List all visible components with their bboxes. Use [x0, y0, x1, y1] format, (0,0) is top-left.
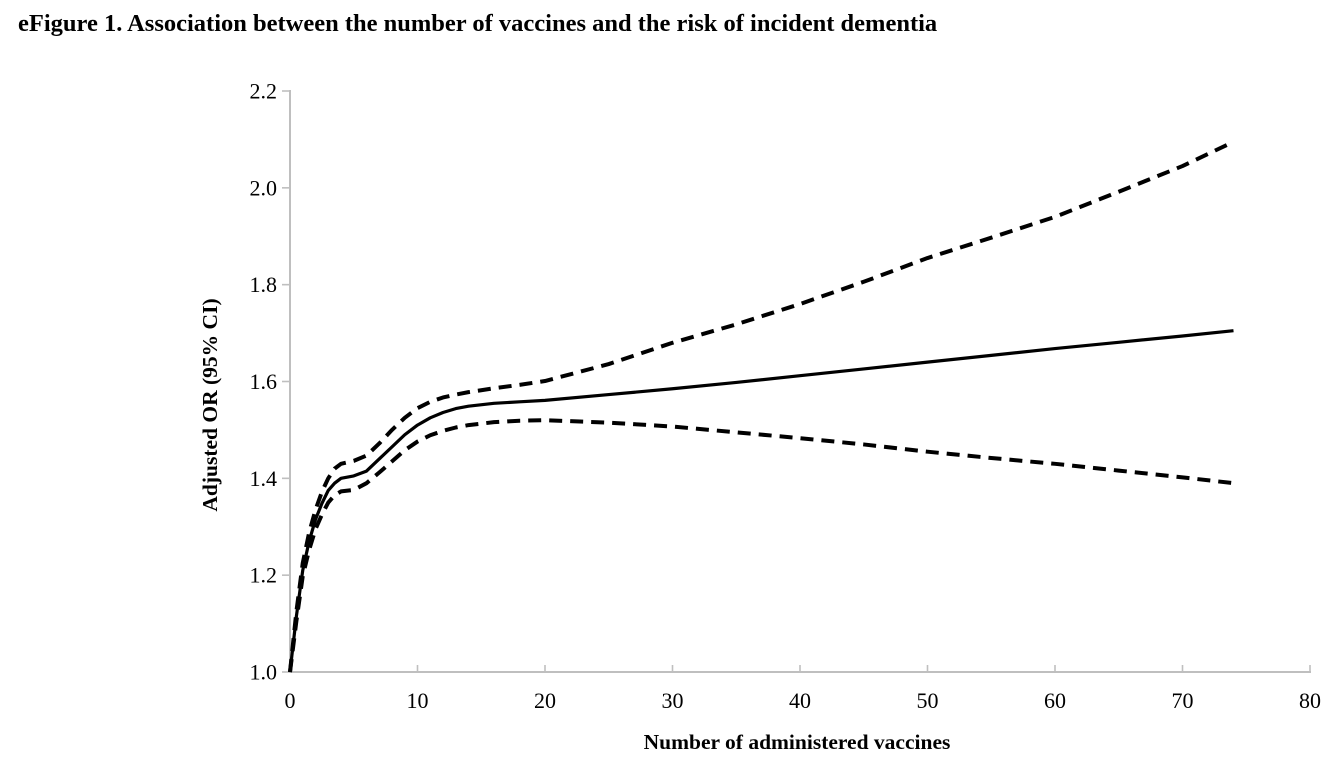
x-tick-label: 0: [285, 688, 296, 713]
y-tick-label: 1.2: [250, 563, 278, 588]
series-line-2-lower-95-ci: [288, 418, 1234, 673]
y-tick-label: 1.6: [250, 369, 278, 394]
x-tick-label: 10: [407, 688, 429, 713]
series-line-0-adjusted-or-point-estimate: [288, 329, 1234, 673]
y-tick-label: 2.0: [250, 175, 278, 200]
x-tick-label: 60: [1044, 688, 1066, 713]
y-tick-label: 1.4: [250, 466, 278, 491]
x-axis-title: Number of administered vaccines: [644, 730, 951, 754]
x-tick-label: 80: [1299, 688, 1321, 713]
x-tick-label: 30: [662, 688, 684, 713]
series-layer: [288, 140, 1235, 673]
axes-layer: 1.0 1.2 1.4 1.6 1.8 2.0 2.2 0 10 20 30 40 50 60 70 80: [250, 79, 1322, 714]
series-line-1-upper-95-ci: [288, 140, 1235, 673]
y-tick-label: 2.2: [250, 79, 278, 104]
x-tick-label: 50: [917, 688, 939, 713]
figure-title: eFigure 1. Association between the numbe…: [18, 10, 938, 37]
y-axis-title: Adjusted OR (95% CI): [198, 298, 222, 511]
y-tick-label: 1.0: [250, 660, 278, 685]
x-tick-label: 70: [1172, 688, 1194, 713]
y-tick-label: 1.8: [250, 272, 278, 297]
x-tick-label: 20: [534, 688, 556, 713]
x-tick-label: 40: [789, 688, 811, 713]
